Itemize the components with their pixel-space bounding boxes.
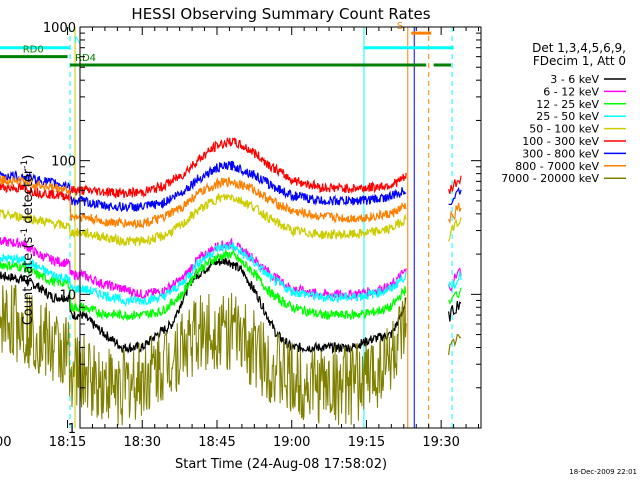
x-tick-label: 18:00 [0, 435, 12, 450]
x-tick-label: 19:30 [422, 435, 459, 450]
series-line-segment [448, 301, 462, 322]
series-line-segment [448, 175, 462, 194]
x-tick-label: 19:00 [273, 435, 310, 450]
legend-label: 50 - 100 keV [529, 123, 599, 136]
series-line-segment [448, 186, 462, 206]
legend-label: 100 - 300 keV [522, 135, 599, 148]
y-label-sup1: -1 [20, 228, 30, 237]
x-tick-label: 18:15 [49, 435, 86, 450]
x-tick-label: 19:15 [348, 435, 385, 450]
y-tick-label: 100 [51, 155, 76, 170]
interval-label: N [74, 36, 81, 47]
series-line-segment [448, 333, 462, 356]
legend-label: 25 - 50 keV [536, 110, 599, 123]
axis-layer: 18:00 18:15 18:30 18:45 19:00 19:15 19:30 1 10 10… [0, 21, 482, 450]
series-line-segment [448, 217, 462, 242]
y-label-end: ) [21, 155, 36, 160]
timestamp: 18-Dec-2009 22:01 [569, 468, 637, 476]
series-line [0, 137, 407, 201]
legend-label: 3 - 6 keV [550, 73, 599, 86]
y-tick-label: 1000 [43, 21, 76, 36]
interval-label: RD4 [75, 53, 96, 64]
y-label-mid: detector [21, 168, 36, 228]
x-axis-label: Start Time (24-Aug-08 17:58:02) [175, 457, 387, 472]
series-line-segment [448, 271, 462, 290]
legend-header-2: FDecim 1, Att 0 [533, 54, 626, 68]
y-tick-label: 1 [68, 422, 76, 437]
legend-header-1: Det 1,3,4,5,6,9, [532, 41, 626, 55]
chart-title: HESSI Observing Summary Count Rates [131, 5, 430, 23]
legend-label: 800 - 7000 keV [515, 160, 599, 173]
series-line-segment [448, 267, 462, 292]
series-line [0, 174, 407, 230]
series-layer [0, 137, 462, 426]
legend-label: 12 - 25 keV [536, 98, 599, 111]
interval-label: RD0 [23, 45, 44, 56]
series-line [0, 192, 407, 247]
y-label-sup2: -1 [20, 160, 30, 169]
y-tick-label: 10 [59, 288, 76, 303]
legend-label: 7000 - 20000 keV [501, 172, 599, 185]
series-line [0, 242, 407, 308]
series-line [0, 160, 407, 213]
x-tick-label: 18:30 [124, 435, 161, 450]
y-axis-label: Count Rate (s-1 detector-1) [20, 155, 36, 326]
plot-frame [79, 26, 482, 429]
legend-label: 6 - 12 keV [543, 85, 599, 98]
series-line [0, 284, 407, 426]
x-tick-label: 18:45 [198, 435, 235, 450]
y-label-main: Count Rate (s [21, 237, 36, 326]
series-line-segment [448, 287, 462, 305]
series-line-segment [448, 202, 462, 224]
legend: Det 1,3,4,5,6,9, FDecim 1, Att 0 3 - 6 k… [501, 41, 626, 185]
legend-label: 300 - 800 keV [522, 147, 599, 160]
